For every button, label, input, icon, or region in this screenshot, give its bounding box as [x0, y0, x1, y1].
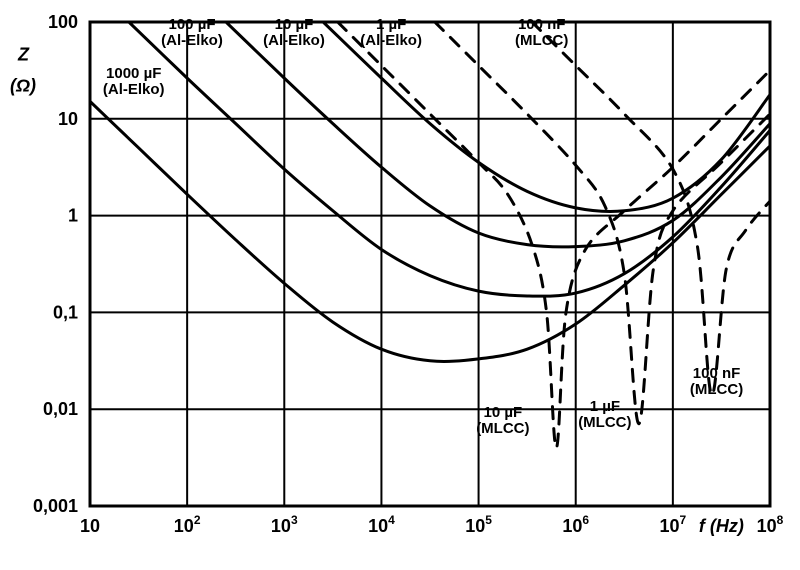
series-1-f-al-elko-	[323, 22, 770, 211]
x-tick-label: 104	[368, 513, 395, 536]
x-tick-label: 107	[659, 513, 686, 536]
series-1-f-mlcc-	[435, 22, 770, 424]
impedance-chart: 10 102 103 104 105 106 107 108 0,001 0,01 0,1 1 10 10…	[0, 0, 800, 570]
series-label: (MLCC)	[578, 414, 631, 431]
x-tick-label: 106	[562, 513, 589, 536]
x-tick-label: 108	[757, 513, 784, 536]
series-100-nf-mlcc-	[532, 22, 770, 395]
x-tick-label: 102	[174, 513, 201, 536]
series-label: 100 nF	[518, 16, 566, 33]
series-label: (MLCC)	[476, 420, 529, 437]
y-tick-label: 100	[48, 12, 78, 32]
series-label: 10 µF	[275, 16, 314, 33]
y-tick-label: 10	[58, 109, 78, 129]
series-label: (Al-Elko)	[360, 32, 422, 49]
series-10-f-al-elko-	[226, 22, 770, 247]
y-tick-label: 0,01	[43, 399, 78, 419]
series-label: (Al-Elko)	[161, 32, 223, 49]
y-tick-label: 0,1	[53, 302, 78, 322]
series-label: (Al-Elko)	[103, 81, 165, 98]
series-label: 100 nF	[693, 365, 741, 382]
x-tick-label: 103	[271, 513, 298, 536]
series-label: 100 µF	[169, 16, 216, 33]
series-1000-f-al-elko-	[90, 101, 770, 361]
y-axis-label-unit: (Ω)	[10, 76, 36, 96]
series-label: (MLCC)	[690, 381, 743, 398]
x-axis-label: f (Hz)	[699, 516, 744, 536]
series-label: (Al-Elko)	[263, 32, 325, 49]
x-tick-label: 105	[465, 513, 492, 536]
series-label: 1 µF	[376, 16, 406, 33]
y-axis-label-z: Z	[17, 45, 30, 65]
series-label: (MLCC)	[515, 32, 568, 49]
y-tick-label: 0,001	[33, 496, 78, 516]
x-tick-label: 10	[80, 516, 100, 536]
chart-root: { "chart": { "type": "line", "width_px":…	[0, 0, 800, 570]
series-label: 10 µF	[484, 404, 523, 421]
y-tick-label: 1	[68, 206, 78, 226]
plot-frame	[90, 22, 770, 506]
series-label: 1 µF	[590, 398, 620, 415]
series-label: 1000 µF	[106, 65, 161, 82]
